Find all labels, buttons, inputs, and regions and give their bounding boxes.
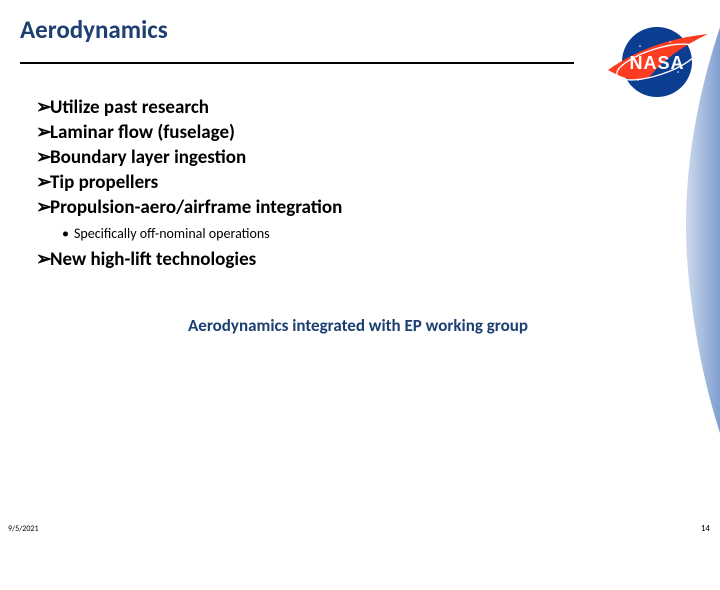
bullet-text: Propulsion-aero/airframe integration <box>50 196 342 219</box>
callout-text: Aerodynamics integrated with EP working … <box>36 315 680 336</box>
bullet-item: ➢ Utilize past research <box>36 96 680 119</box>
sub-bullet-text: Specifically off-nominal operations <box>74 225 270 242</box>
bullet-text: Utilize past research <box>50 96 209 119</box>
logo-text: NASA <box>629 53 684 73</box>
chevron-icon: ➢ <box>36 248 50 271</box>
title-underline <box>20 62 574 64</box>
chevron-icon: ➢ <box>36 96 50 119</box>
chevron-icon: ➢ <box>36 196 50 219</box>
content-area: ➢ Utilize past research ➢ Laminar flow (… <box>36 96 680 336</box>
slide: Aerodynamics NASA ➢ Utilize past researc… <box>0 0 720 540</box>
disc-icon: • <box>62 225 74 242</box>
footer-page-number: 14 <box>701 523 710 534</box>
chevron-icon: ➢ <box>36 121 50 144</box>
bullet-item: ➢ New high-lift technologies <box>36 248 680 271</box>
bullet-text: New high-lift technologies <box>50 248 256 271</box>
bullet-text: Boundary layer ingestion <box>50 146 246 169</box>
footer-date: 9/5/2021 <box>8 524 39 534</box>
chevron-icon: ➢ <box>36 171 50 194</box>
bullet-text: Tip propellers <box>50 171 158 194</box>
nasa-logo: NASA <box>600 22 710 100</box>
bullet-text: Laminar flow (fuselage) <box>50 121 235 144</box>
chevron-icon: ➢ <box>36 146 50 169</box>
bullet-item: ➢ Boundary layer ingestion <box>36 146 680 169</box>
bullet-item: ➢ Laminar flow (fuselage) <box>36 121 680 144</box>
bullet-item: ➢ Propulsion-aero/airframe integration <box>36 196 680 219</box>
bullet-item: ➢ Tip propellers <box>36 171 680 194</box>
page-title: Aerodynamics <box>20 14 168 45</box>
sub-bullet-item: • Specifically off-nominal operations <box>62 225 680 242</box>
